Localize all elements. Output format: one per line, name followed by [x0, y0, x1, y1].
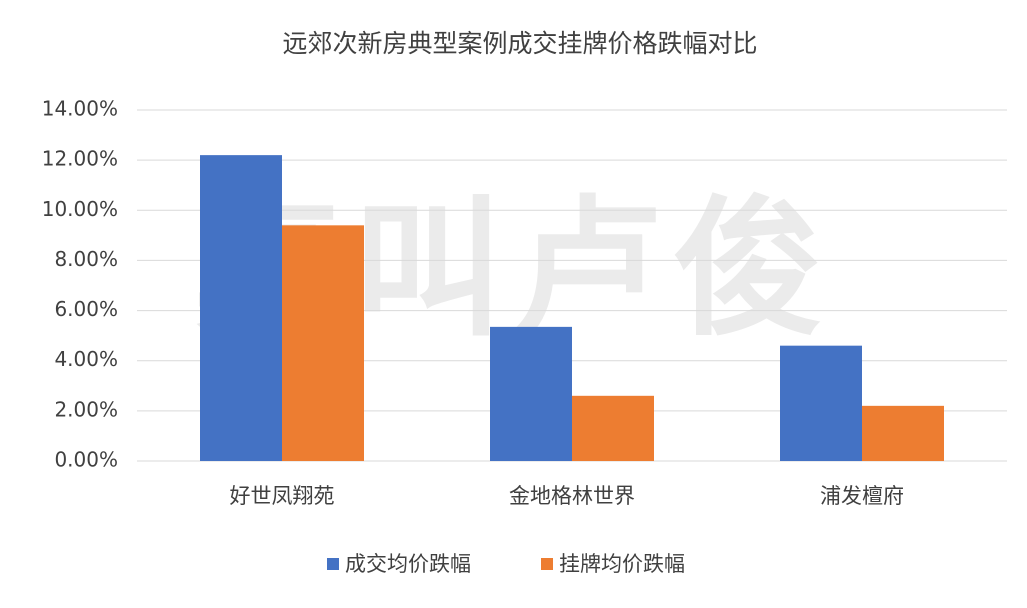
bar	[862, 405, 944, 461]
bar	[572, 395, 654, 461]
bar	[200, 155, 282, 461]
legend-label: 成交均价跌幅	[345, 552, 471, 576]
chart-title: 远郊次新房典型案例成交挂牌价格跌幅对比	[282, 29, 757, 58]
bar	[490, 326, 572, 461]
x-tick-label: 金地格林世界	[509, 484, 635, 508]
x-tick-label: 浦发檀府	[820, 484, 904, 508]
bar	[282, 225, 364, 461]
y-tick-label: 6.00%	[54, 297, 118, 321]
y-tick-label: 10.00%	[42, 197, 118, 221]
y-tick-label: 0.00%	[54, 448, 118, 472]
y-tick-label: 14.00%	[42, 97, 118, 121]
y-tick-label: 4.00%	[54, 347, 118, 371]
bar	[780, 345, 862, 461]
x-tick-label: 好世凤翔苑	[230, 484, 335, 508]
y-tick-label: 2.00%	[54, 397, 118, 421]
legend-label: 挂牌均价跌幅	[559, 552, 685, 576]
legend-swatch	[327, 558, 339, 570]
legend-swatch	[541, 558, 553, 570]
y-tick-label: 8.00%	[54, 247, 118, 271]
y-tick-label: 12.00%	[42, 147, 118, 171]
